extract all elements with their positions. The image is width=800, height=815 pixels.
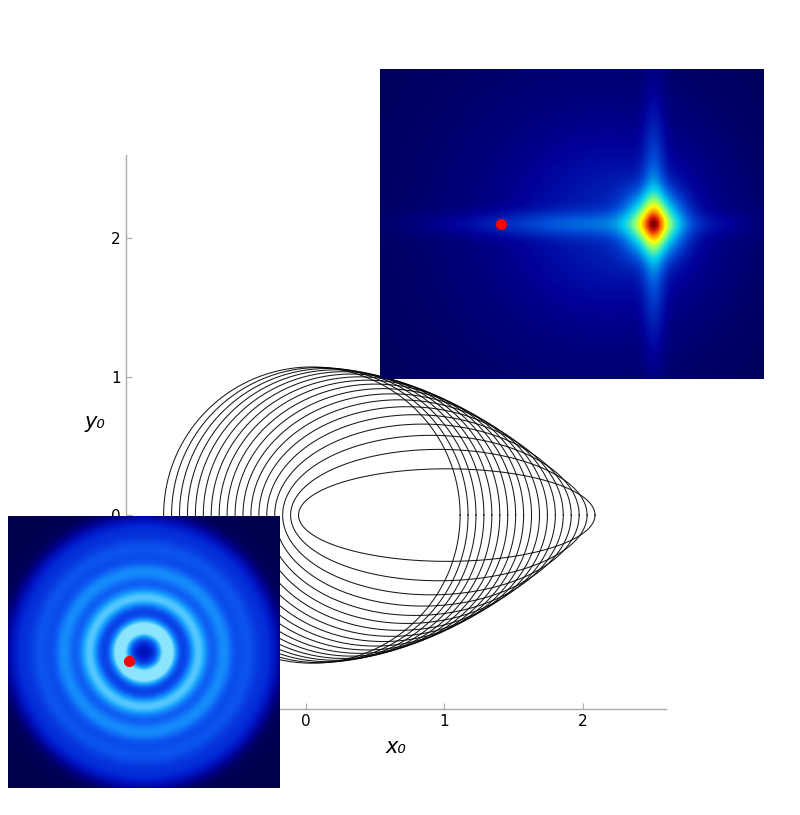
X-axis label: x₀: x₀ xyxy=(386,738,406,757)
Y-axis label: y₀: y₀ xyxy=(84,412,105,432)
